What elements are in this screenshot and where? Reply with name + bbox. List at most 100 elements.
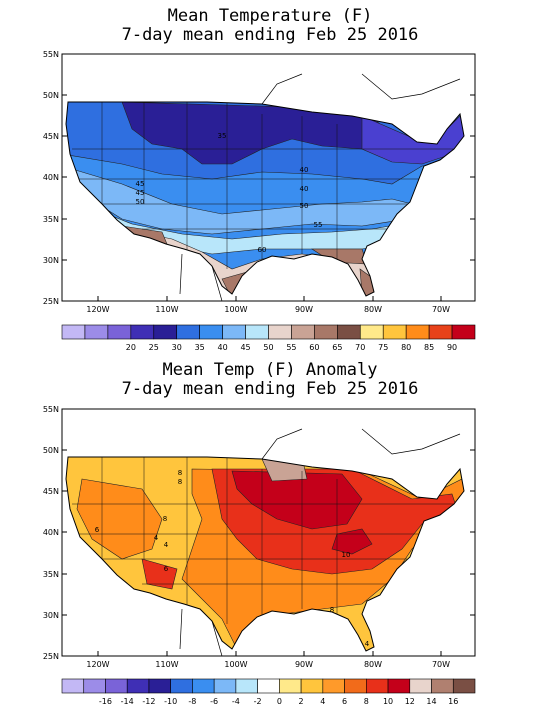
colorbar-cell: [222, 324, 246, 340]
colorbar-label: 2: [299, 697, 304, 706]
lon-tick-label: 70W: [432, 660, 450, 669]
colorbar-cell: [107, 324, 132, 340]
anomaly-panel: Mean Temp (F) Anomaly 7-day mean ending …: [0, 355, 540, 709]
colorbar-label: 45: [240, 343, 250, 352]
colorbar-cell: [409, 678, 432, 694]
panel-title-line1: Mean Temperature (F): [167, 6, 373, 26]
coastline: [179, 428, 461, 657]
contour-region: [141, 558, 178, 590]
colorbar-cell: [245, 324, 269, 340]
lon-tick-label: 120W: [86, 305, 109, 314]
colorbar-cell: [192, 678, 215, 694]
lon-tick-label: 110W: [155, 305, 178, 314]
colorbar-cell: [61, 678, 85, 694]
colorbar-cell: [61, 324, 86, 340]
colorbar-cell: [452, 678, 476, 694]
lat-tick-label: 30N: [43, 611, 59, 620]
colorbar-label: 55: [286, 343, 296, 352]
colorbar-cell: [153, 324, 178, 340]
lat-tick-label: 50N: [43, 446, 59, 455]
us-outline: [65, 101, 465, 297]
colorbar-label: -6: [210, 697, 218, 706]
contour-region: [76, 478, 163, 560]
colorbar-cell: [170, 678, 193, 694]
contour-label: 40: [300, 185, 309, 193]
colorbar-label: -14: [121, 697, 134, 706]
colorbar-cell: [359, 324, 384, 340]
colorbar-cell: [337, 324, 361, 340]
colorbar-label: -4: [232, 697, 240, 706]
lat-tick-label: 25N: [43, 297, 59, 306]
lat-tick-label: 45N: [43, 487, 59, 496]
contour-label: 60: [258, 246, 267, 254]
contour-region: [231, 470, 363, 530]
colorbar-label: -12: [142, 697, 155, 706]
colorbar-cell: [291, 324, 315, 340]
contour-label: 45: [136, 180, 145, 188]
colorbar-label: 80: [401, 343, 411, 352]
colorbar-cell: [105, 678, 128, 694]
lon-tick-label: 80W: [364, 660, 382, 669]
colorbar-label: 75: [378, 343, 388, 352]
colorbar-cell: [130, 324, 155, 340]
lat-tick-label: 30N: [43, 256, 59, 265]
colorbar-cell: [300, 678, 324, 694]
state-boundaries: [72, 457, 462, 624]
colorbar-label: 20: [126, 343, 136, 352]
contour-label: 50: [136, 198, 145, 206]
colorbar-cell: [235, 678, 258, 694]
colorbar-cell: [451, 324, 476, 340]
contour-label: 8: [163, 515, 167, 523]
colorbar-label: 65: [332, 343, 342, 352]
colorbar-cell: [148, 678, 171, 694]
contour-label: 4: [154, 534, 159, 542]
lon-tick-label: 100W: [224, 660, 247, 669]
colorbar-label: -16: [99, 697, 112, 706]
colorbar-cell: [213, 678, 237, 694]
lon-tick-label: 80W: [364, 305, 382, 314]
lon-tick-label: 90W: [295, 305, 313, 314]
us-outline: [65, 456, 465, 652]
contour-label: 8: [178, 478, 182, 486]
contour-label: 45: [136, 189, 145, 197]
lat-tick-label: 40N: [43, 528, 59, 537]
lat-tick-label: 40N: [43, 173, 59, 182]
contour-region: [331, 528, 373, 555]
colorbar-label: 10: [383, 697, 393, 706]
colorbar-cell: [83, 678, 106, 694]
colorbar-label: 40: [218, 343, 228, 352]
colorbar-cell: [257, 678, 280, 694]
colorbar-label: 85: [424, 343, 434, 352]
colorbar-label: 25: [149, 343, 159, 352]
colorbar-cell: [279, 678, 302, 694]
colorbar-cell: [382, 324, 407, 340]
temperature-panel: Mean Temperature (F) 7-day mean ending F…: [43, 6, 476, 352]
colorbar-cell: [366, 678, 389, 694]
contour-label: 55: [314, 221, 323, 229]
panel-title-line2: 7-day mean ending Feb 25 2016: [121, 379, 419, 399]
colorbar-label: 16: [448, 697, 458, 706]
colorbar-label: -2: [254, 697, 262, 706]
lat-tick-label: 25N: [43, 652, 59, 661]
colorbar-cell: [268, 324, 292, 340]
contour-label: 4: [164, 541, 169, 549]
lon-tick-label: 120W: [86, 660, 109, 669]
lat-tick-label: 50N: [43, 91, 59, 100]
coastline: [179, 73, 461, 302]
colorbar: -16 -14 -12 -10 -8 -6 -4 -2 0 2 4 6 8 10 12 14 16: [61, 678, 476, 706]
lat-tick-label: 55N: [43, 405, 59, 414]
contour-label: 35: [218, 132, 227, 140]
colorbar-label: 12: [405, 697, 415, 706]
lat-tick-label: 45N: [43, 132, 59, 141]
panel-title-line2: 7-day mean ending Feb 25 2016: [121, 25, 419, 45]
panel-title-line1: Mean Temp (F) Anomaly: [162, 360, 378, 380]
colorbar-label: 0: [277, 697, 282, 706]
contour-label: 4: [365, 640, 370, 648]
contour-label: 6: [164, 565, 169, 573]
colorbar-label: 30: [172, 343, 182, 352]
colorbar-label: 4: [320, 697, 325, 706]
colorbar-label: 8: [364, 697, 369, 706]
colorbar-label: 50: [263, 343, 273, 352]
lat-tick-label: 35N: [43, 570, 59, 579]
